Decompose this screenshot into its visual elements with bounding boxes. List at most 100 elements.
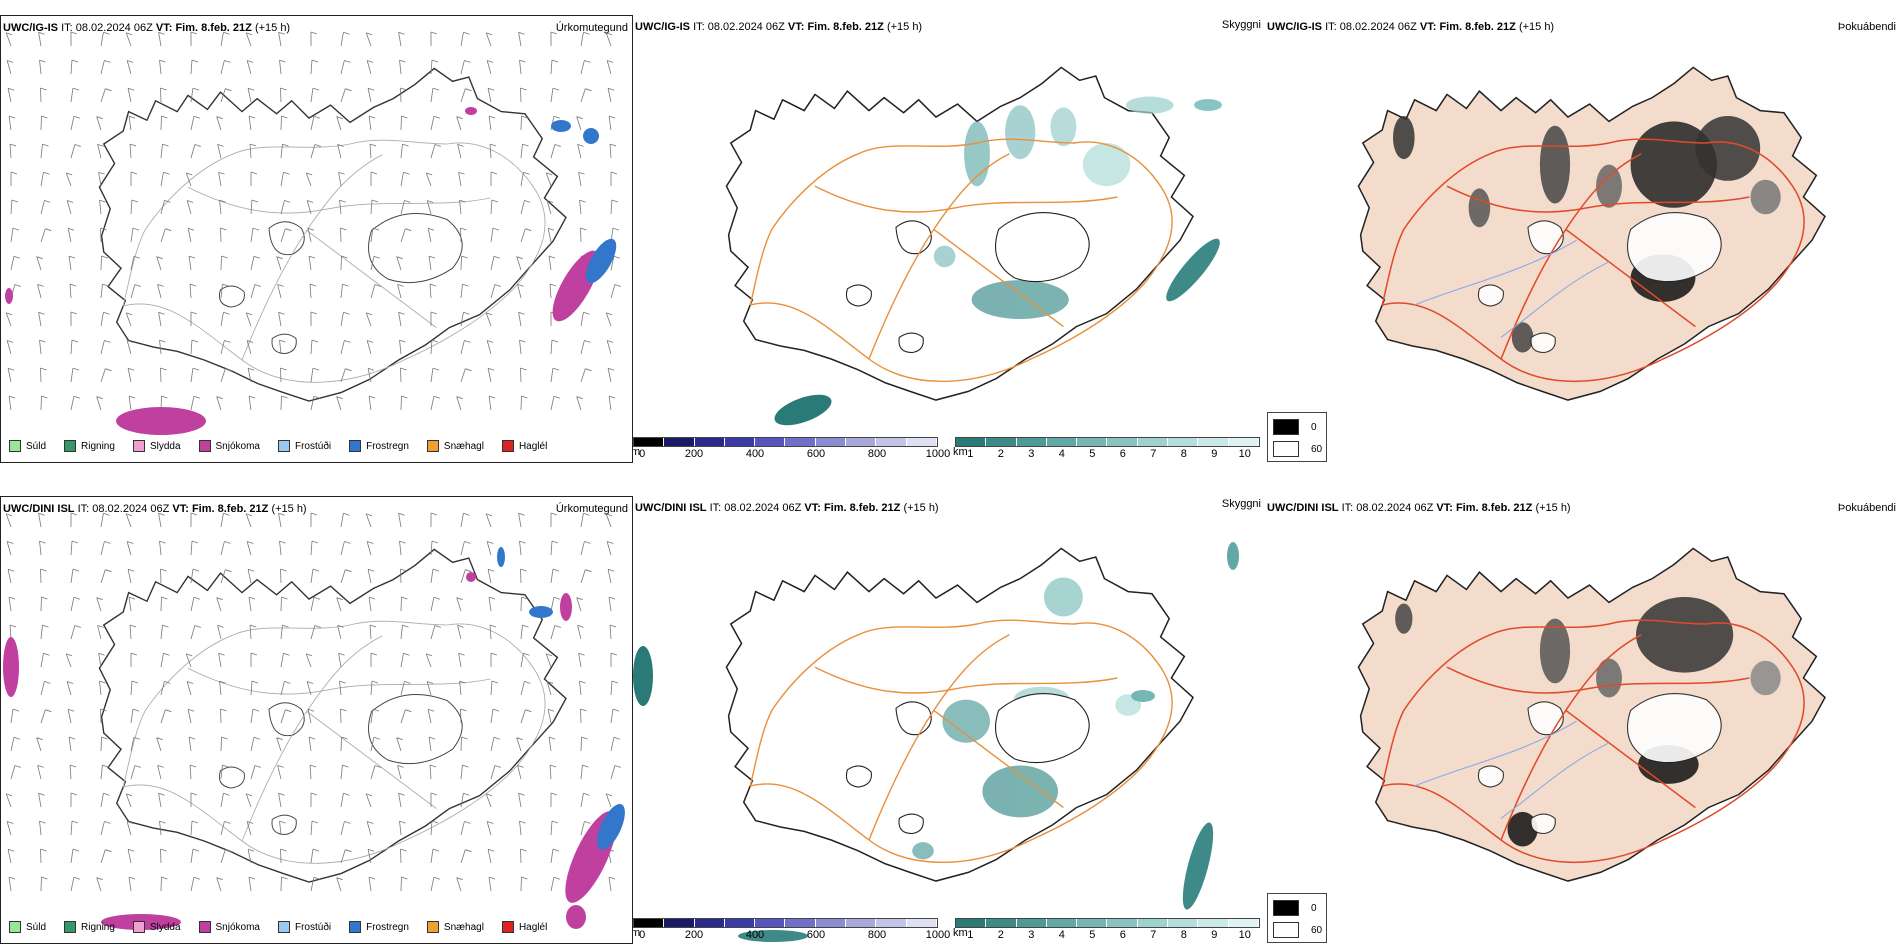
coastline: [725, 66, 1194, 401]
colorbar-cell: [1077, 919, 1108, 927]
legend-swatch: [9, 440, 21, 452]
colorbar-cell: [1016, 919, 1047, 927]
colorbar-cell: [956, 438, 987, 446]
colorbar-cell: [815, 919, 847, 927]
parameter-label: Þokuábendi: [1837, 502, 1896, 514]
colorbar-cell: [1016, 438, 1047, 446]
colorbar-tick-label: 800: [867, 448, 887, 460]
colorbar-cell: [1077, 438, 1108, 446]
colorbar-cell: [986, 919, 1017, 927]
legend-label: Slydda: [149, 440, 181, 452]
ceiling-visibility-map-bottom: UWC/DINI ISL IT: 08.02.2024 06Z VT: Fim.…: [633, 496, 1265, 944]
precip-type-legend: Súld Rigning Slydda Snjókoma Frostúði Frostre…: [1, 917, 557, 937]
coastline: [1357, 547, 1826, 882]
fog-index-map-bottom: UWC/DINI ISL IT: 08.02.2024 06Z VT: Fim.…: [1265, 496, 1900, 944]
legend-label: Frostúði: [294, 921, 332, 933]
colorbar-cell: [1046, 919, 1078, 927]
colorbar-cell: [634, 438, 665, 446]
colorbar-tick-label: 3: [1028, 929, 1035, 941]
colorbar-tick-label: 6: [1119, 448, 1126, 460]
colorbar-tick-label: 8: [1180, 448, 1187, 460]
colorbar-unit: km: [953, 927, 968, 939]
colorbar-tick-label: 0: [639, 448, 646, 460]
colorbar-cell: [876, 438, 907, 446]
colorbar-cell: [664, 919, 695, 927]
iceland-map: [725, 66, 1222, 426]
colorbar-tick-label: 2: [997, 448, 1004, 460]
colorbar-cell: [755, 919, 786, 927]
colorbar-tick-label: 600: [806, 448, 826, 460]
colorbar-tick-label: 6: [1119, 929, 1126, 941]
legend-item: 60: [1273, 441, 1326, 457]
legend-item: Súld: [9, 440, 46, 452]
colorbar-tick-label: 200: [684, 929, 704, 941]
offshore-visibility: [633, 542, 1239, 942]
precip-type-map-top: UWC/IG-IS IT: 08.02.2024 06Z VT: Fim. 8.…: [0, 15, 633, 463]
colorbar-tick-label: 7: [1150, 448, 1157, 460]
iceland-map: [3, 512, 625, 930]
colorbar-cell: [1168, 438, 1199, 446]
visibility-areas: [933, 96, 1174, 320]
parameter-label: Úrkomutegund: [555, 22, 628, 34]
colorbar-unit: m: [633, 446, 641, 458]
legend-item: Frostregn: [349, 921, 409, 933]
legend-swatch: [349, 921, 362, 933]
colorbar-tick-label: 10: [1238, 929, 1251, 941]
colorbar-tick-label: 7: [1150, 929, 1157, 941]
colorbar-tick-label: 400: [745, 929, 765, 941]
legend-item: Haglél: [501, 921, 547, 933]
legend-swatch: [1273, 441, 1299, 457]
legend-swatch: [64, 921, 77, 933]
colorbar-tick-label: 0: [639, 929, 646, 941]
colorbar-tick-label: 400: [745, 448, 765, 460]
legend-item: 0: [1273, 900, 1326, 916]
map-title: UWC/IG-IS IT: 08.02.2024 06Z VT: Fim. 8.…: [1267, 21, 1555, 33]
legend-swatch: [349, 440, 362, 452]
legend-label: 60: [1311, 443, 1323, 455]
coastline: [98, 67, 567, 402]
colorbar-cell: [815, 438, 847, 446]
colorbar-cell: [846, 438, 877, 446]
colorbar-cell: [846, 919, 877, 927]
legend-swatch: [426, 921, 439, 933]
colorbar-cell: [1228, 438, 1259, 446]
colorbar-tick-label: 4: [1058, 448, 1065, 460]
legend-item: Rigning: [64, 440, 115, 452]
legend-label: Snjókoma: [215, 440, 260, 452]
coastline: [98, 548, 567, 883]
legend-item: Snjókoma: [198, 921, 260, 933]
parameter-label: Skyggni: [1221, 19, 1261, 31]
colorbar-unit: km: [953, 446, 968, 458]
colorbar-cell: [1137, 438, 1169, 446]
iceland-map: [1357, 547, 1826, 882]
parameter-label: Skyggni: [1221, 498, 1261, 510]
legend-item: Slydda: [132, 440, 181, 452]
colorbar-cell: [785, 438, 816, 446]
legend-swatch: [132, 440, 145, 452]
legend-label: Slydda: [149, 921, 181, 933]
colorbar-cell: [1046, 438, 1078, 446]
fog-index-areas: [1395, 597, 1781, 847]
legend-label: Frostúði: [294, 440, 332, 452]
iceland-map: [1357, 66, 1826, 401]
fog-index-map-top: UWC/IG-IS IT: 08.02.2024 06Z VT: Fim. 8.…: [1265, 15, 1900, 463]
colorbar-tick-label: 600: [806, 929, 826, 941]
legend-item: Snæhagl: [426, 921, 484, 933]
legend-label: Frostregn: [366, 440, 409, 452]
legend-item: Slydda: [132, 921, 181, 933]
colorbar-tick-label: 9: [1211, 448, 1218, 460]
legend-swatch: [9, 921, 21, 933]
legend-swatch: [132, 921, 145, 933]
colorbar-tick-label: 3: [1028, 448, 1035, 460]
iceland-map: [5, 31, 621, 435]
legend-swatch: [277, 921, 290, 933]
colorbar-cell: [986, 438, 1017, 446]
colorbar-cell: [1228, 919, 1259, 927]
legend-label: Frostregn: [366, 921, 409, 933]
colorbar-tick-label: 2: [997, 929, 1004, 941]
fog-legend: 0 60: [1267, 412, 1327, 462]
offshore-visibility: [774, 99, 1222, 426]
legend-swatch: [501, 440, 514, 452]
colorbar-tick-label: 1000: [925, 448, 951, 460]
colorbar-tick-label: 1: [967, 448, 974, 460]
